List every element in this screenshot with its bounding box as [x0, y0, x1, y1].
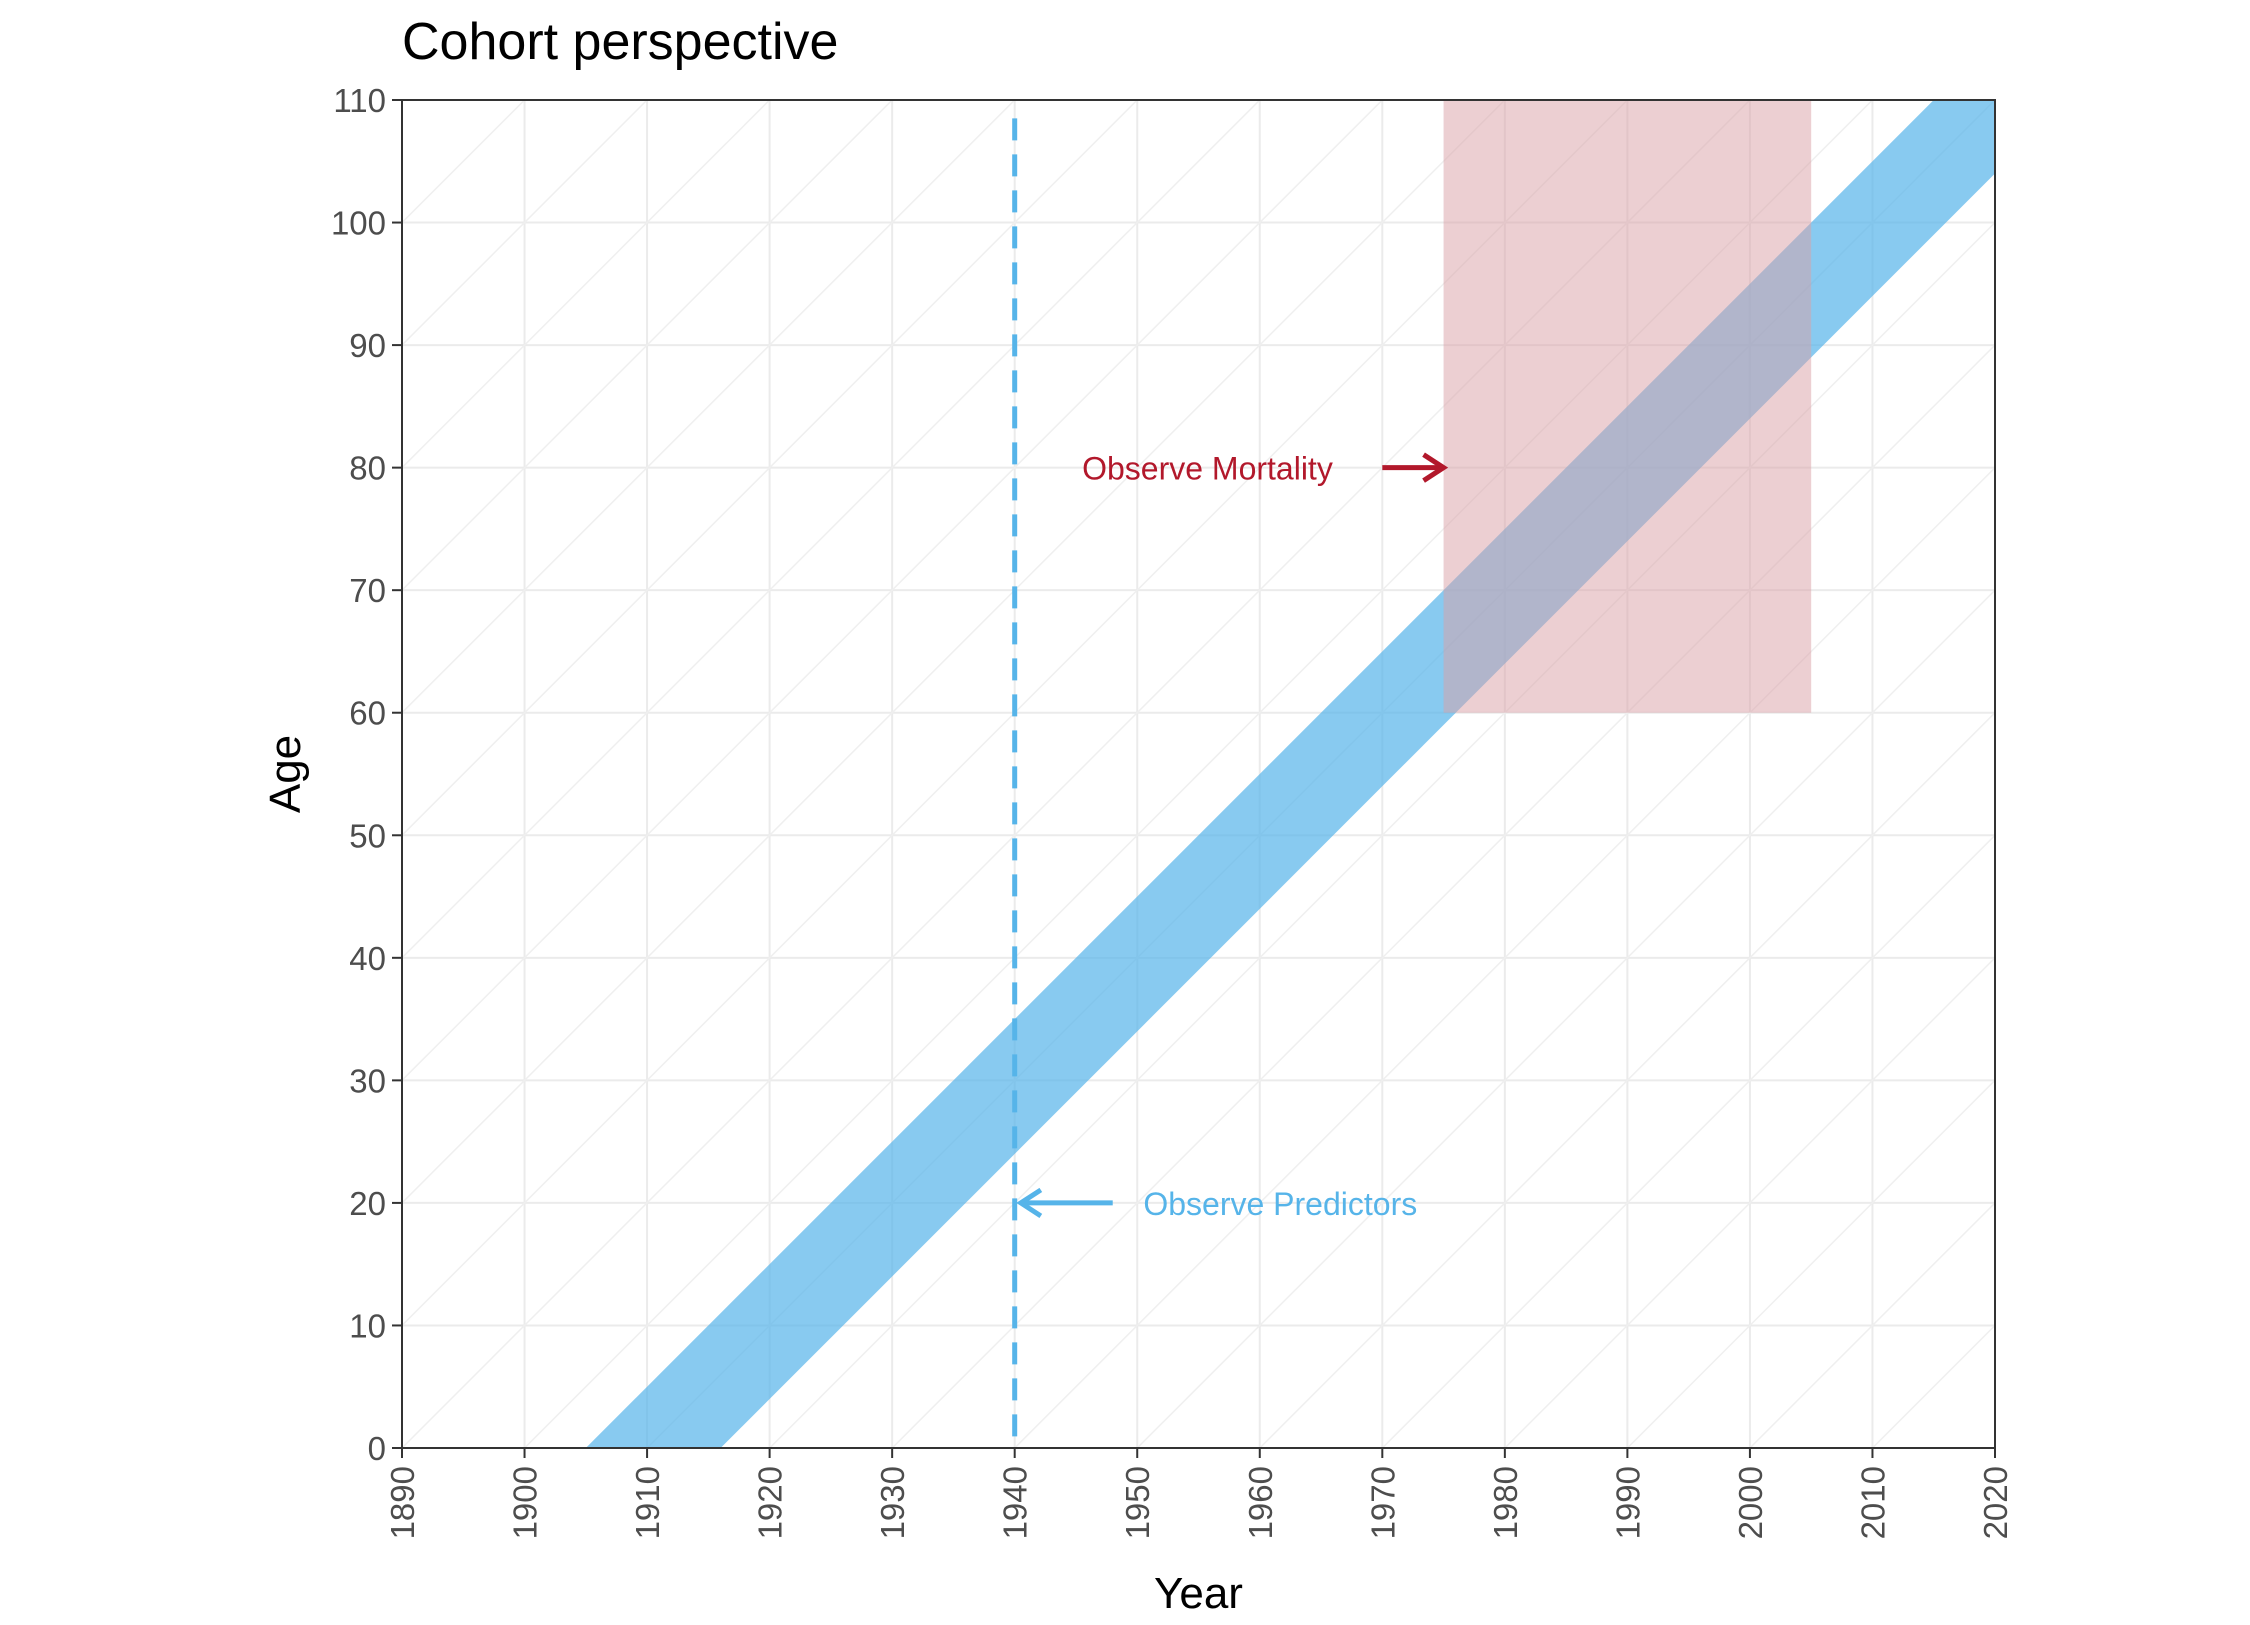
x-axis-title: Year — [1154, 1569, 1243, 1618]
x-tick-label: 1960 — [1242, 1466, 1279, 1539]
x-axis: 1890 1900 1910 1920 1930 1940 1950 1960 1970 1980… — [384, 1448, 2014, 1539]
lexis-diagonal — [402, 100, 649, 347]
lexis-diagonal — [402, 100, 1751, 1448]
lexis-diagonal — [402, 100, 1016, 714]
y-axis-title: Age — [261, 735, 310, 813]
annotation-arrowhead — [1016, 1187, 1043, 1219]
y-tick-label: 110 — [333, 82, 386, 119]
lexis-diagonal — [1259, 711, 1995, 1448]
lexis-diagonal — [402, 100, 1384, 1082]
y-tick-label: 40 — [349, 940, 386, 977]
annotation-observe-mortality: Observe Mortality — [1082, 451, 1449, 487]
data-layer — [585, 100, 1995, 1448]
lexis-diagonal — [402, 100, 1139, 837]
x-tick-label: 1910 — [629, 1466, 666, 1539]
x-tick-label: 2010 — [1854, 1466, 1891, 1539]
x-tick-label: 1900 — [507, 1466, 544, 1539]
lexis-diagonal — [402, 100, 894, 592]
lexis-diagonal — [402, 100, 1261, 959]
lexis-diagonal — [1014, 466, 1995, 1448]
x-tick-label: 2000 — [1732, 1466, 1769, 1539]
y-tick-label: 0 — [368, 1430, 386, 1467]
annotation-label: Observe Predictors — [1143, 1186, 1417, 1222]
y-tick-label: 90 — [349, 327, 386, 364]
x-tick-label: 2020 — [1977, 1466, 2014, 1539]
lexis-diagonal — [1626, 1079, 1995, 1448]
x-tick-label: 1950 — [1119, 1466, 1156, 1539]
lexis-diagonal — [1381, 834, 1995, 1448]
y-tick-label: 80 — [349, 450, 386, 487]
x-tick-label: 1940 — [997, 1466, 1034, 1539]
lexis-diagonal — [402, 100, 1629, 1327]
y-tick-label: 100 — [331, 205, 386, 242]
y-tick-label: 20 — [349, 1185, 386, 1222]
y-tick-label: 60 — [349, 695, 386, 732]
x-tick-label: 1970 — [1364, 1466, 1401, 1539]
gridlines — [402, 0, 2250, 1448]
x-tick-label: 1920 — [752, 1466, 789, 1539]
x-tick-label: 1930 — [874, 1466, 911, 1539]
lexis-diagonal — [402, 100, 771, 469]
plot-border — [401, 99, 1996, 1449]
lexis-diagonal — [2118, 0, 2250, 1448]
lexis-diagonal — [1136, 589, 1995, 1448]
x-tick-label: 1980 — [1487, 1466, 1524, 1539]
x-tick-label: 1990 — [1609, 1466, 1646, 1539]
lexis-diagonal — [402, 100, 1506, 1204]
cohort-band — [585, 100, 1995, 1448]
chart-title: Cohort perspective — [402, 13, 839, 71]
lexis-diagonal — [1504, 956, 1995, 1448]
annotation-arrowhead — [1422, 452, 1449, 483]
y-tick-label: 70 — [349, 572, 386, 609]
y-tick-label: 10 — [349, 1307, 386, 1344]
annotation-label: Observe Mortality — [1082, 451, 1333, 487]
x-tick-label: 1890 — [384, 1466, 421, 1539]
y-tick-label: 30 — [349, 1062, 386, 1099]
mortality-window — [1443, 100, 1812, 713]
annotation-observe-predictors: Observe Predictors — [1016, 1186, 1417, 1222]
lexis-diagonal — [1994, 1446, 1995, 1448]
y-tick-label: 50 — [349, 817, 386, 854]
y-axis: 0 10 20 30 40 50 60 70 80 90 100 110 — [331, 82, 402, 1467]
